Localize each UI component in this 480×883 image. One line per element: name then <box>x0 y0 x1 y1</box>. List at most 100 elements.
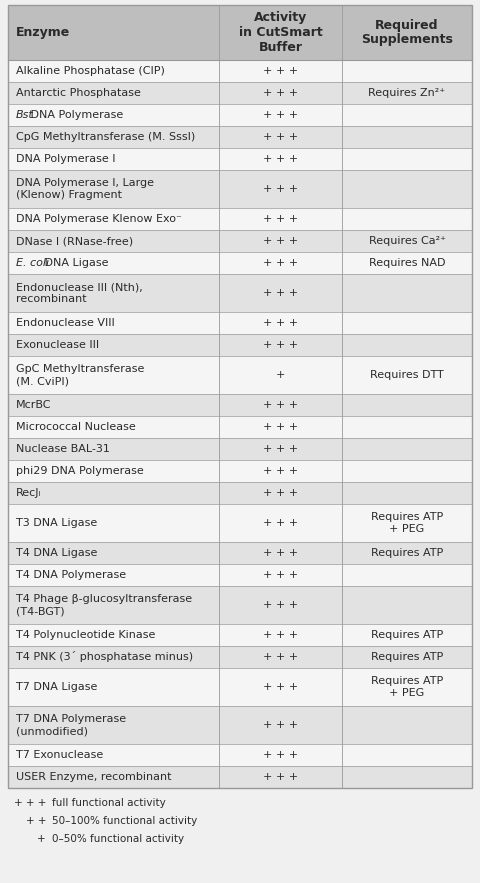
Text: + + +: + + + <box>263 444 298 454</box>
Text: + + +: + + + <box>263 318 298 328</box>
Bar <box>8 104 472 126</box>
Text: E. coli: E. coli <box>16 258 49 268</box>
Text: T7 DNA Polymerase
(unmodified): T7 DNA Polymerase (unmodified) <box>16 714 126 736</box>
Text: Activity
in CutSmart
Buffer: Activity in CutSmart Buffer <box>239 11 323 54</box>
Bar <box>8 82 472 104</box>
Text: Micrococcal Nuclease: Micrococcal Nuclease <box>16 422 136 432</box>
Text: + + +: + + + <box>263 288 298 298</box>
Text: GpC Methyltransferase
(M. CviPI): GpC Methyltransferase (M. CviPI) <box>16 364 144 386</box>
Text: + + +: + + + <box>13 798 46 808</box>
Text: Requires ATP: Requires ATP <box>371 630 443 640</box>
Text: T4 Polynucleotide Kinase: T4 Polynucleotide Kinase <box>16 630 156 640</box>
Bar <box>8 646 472 668</box>
Text: DNA Ligase: DNA Ligase <box>41 258 108 268</box>
Text: + + +: + + + <box>263 518 298 528</box>
Text: + + +: + + + <box>263 652 298 662</box>
Text: Antarctic Phosphatase: Antarctic Phosphatase <box>16 88 141 98</box>
Bar <box>8 5 472 60</box>
Text: DNA Polymerase: DNA Polymerase <box>27 110 123 120</box>
Bar <box>8 312 472 334</box>
Bar <box>8 60 472 82</box>
Text: Bst: Bst <box>16 110 34 120</box>
Bar <box>8 274 472 312</box>
Text: +: + <box>37 834 46 844</box>
Bar <box>8 668 472 706</box>
Text: + + +: + + + <box>263 110 298 120</box>
Text: + + +: + + + <box>263 466 298 476</box>
Text: McrBC: McrBC <box>16 400 51 410</box>
Text: + + +: + + + <box>263 258 298 268</box>
Text: Requires ATP
+ PEG: Requires ATP + PEG <box>371 512 443 534</box>
Bar <box>8 542 472 564</box>
Text: DNA Polymerase I, Large
(Klenow) Fragment: DNA Polymerase I, Large (Klenow) Fragmen… <box>16 178 154 200</box>
Text: + + +: + + + <box>263 488 298 498</box>
Text: + + +: + + + <box>263 236 298 246</box>
Bar <box>8 504 472 542</box>
Text: Endonuclease III (Nth),
recombinant: Endonuclease III (Nth), recombinant <box>16 282 143 304</box>
Bar <box>8 706 472 744</box>
Text: + + +: + + + <box>263 132 298 142</box>
Text: + + +: + + + <box>263 88 298 98</box>
Text: + + +: + + + <box>263 720 298 730</box>
Text: Requires Zn²⁺: Requires Zn²⁺ <box>369 88 445 98</box>
Bar <box>8 148 472 170</box>
Text: + + +: + + + <box>263 422 298 432</box>
Text: Requires Ca²⁺: Requires Ca²⁺ <box>369 236 445 246</box>
Bar <box>8 416 472 438</box>
Text: + + +: + + + <box>263 630 298 640</box>
Text: + + +: + + + <box>263 66 298 76</box>
Text: Nuclease BAL-31: Nuclease BAL-31 <box>16 444 110 454</box>
Bar <box>8 5 472 788</box>
Text: T4 Phage β-glucosyltransferase
(T4-BGT): T4 Phage β-glucosyltransferase (T4-BGT) <box>16 594 192 616</box>
Bar <box>8 624 472 646</box>
Bar <box>8 460 472 482</box>
Text: + + +: + + + <box>263 400 298 410</box>
Text: + + +: + + + <box>263 154 298 164</box>
Text: + +: + + <box>25 816 46 826</box>
Bar <box>8 586 472 624</box>
Text: + + +: + + + <box>263 214 298 224</box>
Bar <box>8 564 472 586</box>
Bar <box>8 230 472 252</box>
Text: + + +: + + + <box>263 750 298 760</box>
Bar <box>8 356 472 394</box>
Text: Requires ATP: Requires ATP <box>371 548 443 558</box>
Text: 50–100% functional activity: 50–100% functional activity <box>52 816 197 826</box>
Text: + + +: + + + <box>263 682 298 692</box>
Text: Endonuclease VIII: Endonuclease VIII <box>16 318 115 328</box>
Text: T4 DNA Polymerase: T4 DNA Polymerase <box>16 570 126 580</box>
Bar <box>8 334 472 356</box>
Text: Alkaline Phosphatase (CIP): Alkaline Phosphatase (CIP) <box>16 66 165 76</box>
Text: + + +: + + + <box>263 600 298 610</box>
Text: full functional activity: full functional activity <box>52 798 166 808</box>
Text: + + +: + + + <box>263 548 298 558</box>
Bar <box>8 766 472 788</box>
Bar <box>8 394 472 416</box>
Text: Exonuclease III: Exonuclease III <box>16 340 99 350</box>
Text: 0–50% functional activity: 0–50% functional activity <box>52 834 184 844</box>
Text: T7 Exonuclease: T7 Exonuclease <box>16 750 103 760</box>
Bar <box>8 482 472 504</box>
Text: DNase I (RNase-free): DNase I (RNase-free) <box>16 236 133 246</box>
Text: Requires ATP: Requires ATP <box>371 652 443 662</box>
Bar <box>8 126 472 148</box>
Text: RecJₗ: RecJₗ <box>16 488 41 498</box>
Text: +: + <box>276 370 285 380</box>
Text: Requires NAD: Requires NAD <box>369 258 445 268</box>
Text: T4 PNK (3´ phosphatase minus): T4 PNK (3´ phosphatase minus) <box>16 652 193 662</box>
Text: CpG Methyltransferase (M. SssI): CpG Methyltransferase (M. SssI) <box>16 132 195 142</box>
Bar <box>8 252 472 274</box>
Text: + + +: + + + <box>263 570 298 580</box>
Text: DNA Polymerase I: DNA Polymerase I <box>16 154 116 164</box>
Text: Requires DTT: Requires DTT <box>370 370 444 380</box>
Bar <box>8 438 472 460</box>
Bar <box>8 208 472 230</box>
Text: Requires ATP
+ PEG: Requires ATP + PEG <box>371 676 443 698</box>
Bar <box>8 744 472 766</box>
Text: + + +: + + + <box>263 184 298 194</box>
Bar <box>8 170 472 208</box>
Text: T4 DNA Ligase: T4 DNA Ligase <box>16 548 97 558</box>
Text: USER Enzyme, recombinant: USER Enzyme, recombinant <box>16 772 171 782</box>
Text: T7 DNA Ligase: T7 DNA Ligase <box>16 682 97 692</box>
Text: DNA Polymerase Klenow Exo⁻: DNA Polymerase Klenow Exo⁻ <box>16 214 182 224</box>
